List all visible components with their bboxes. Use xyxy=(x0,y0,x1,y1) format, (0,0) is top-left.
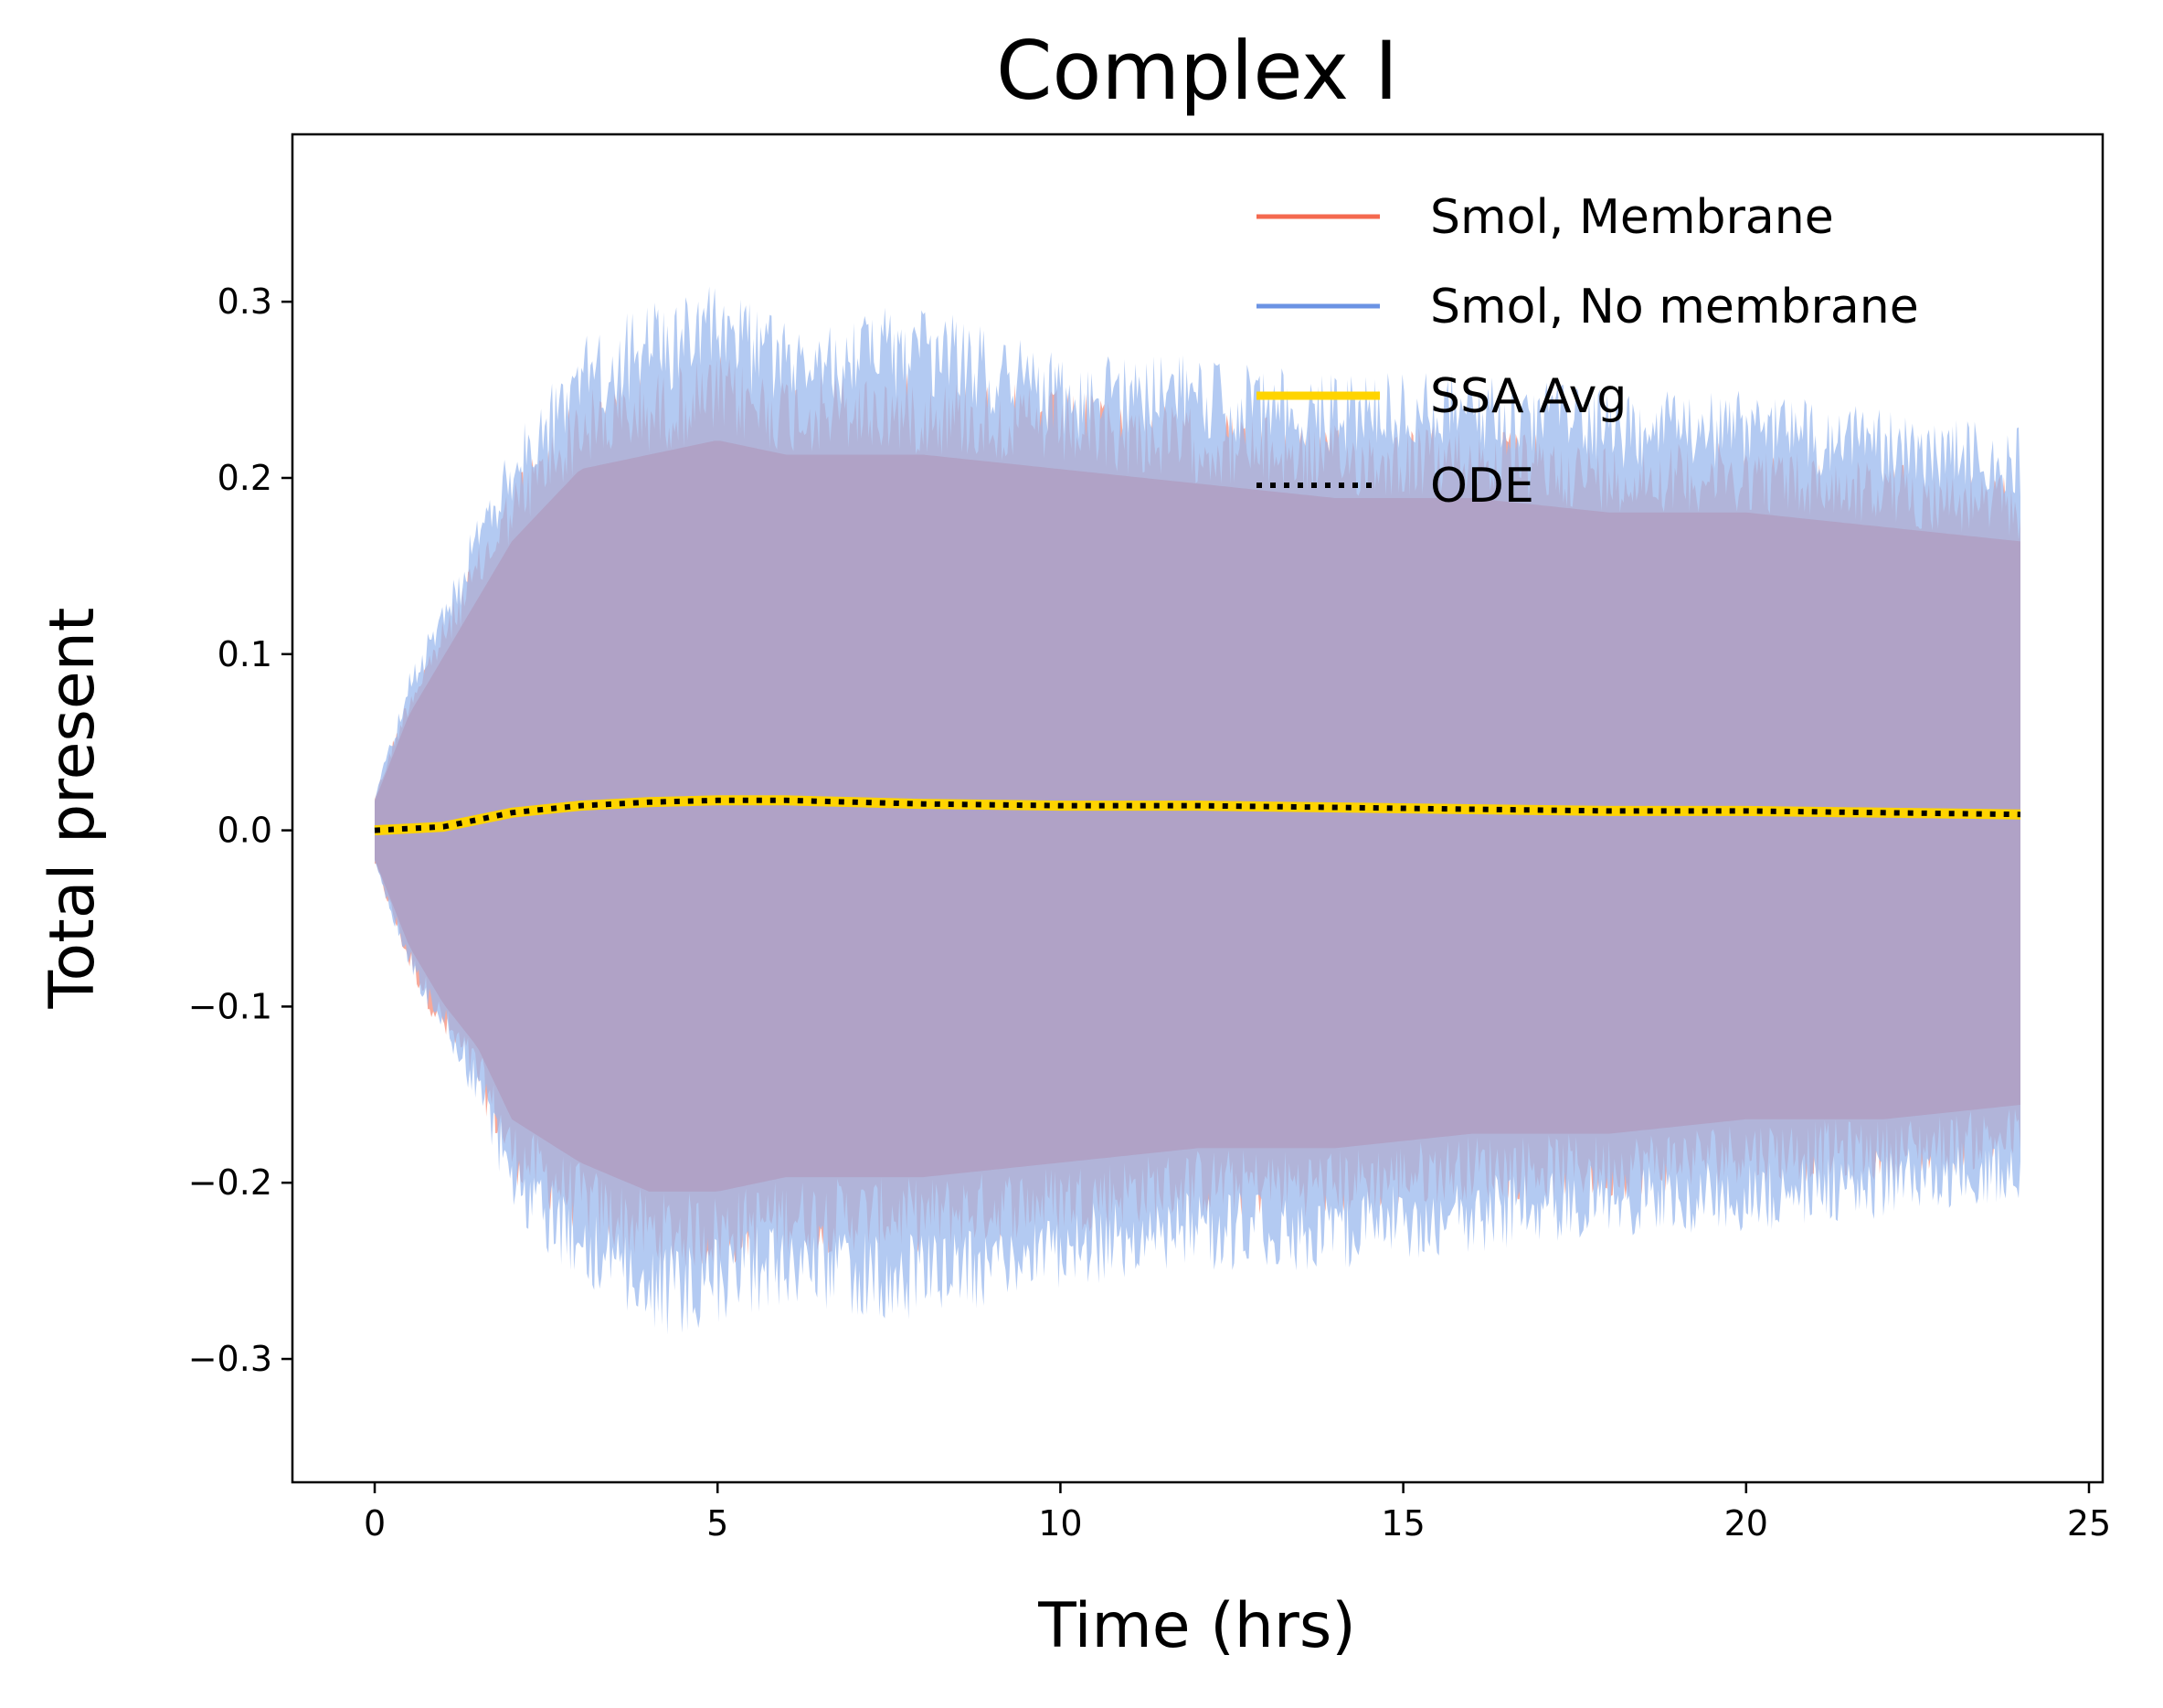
legend: Smol, Membrane Smol, No membrane SSA Avg OD… xyxy=(1256,190,1919,514)
legend-label: ODE xyxy=(1430,459,1534,514)
chart-title: Complex I xyxy=(996,24,1398,118)
x-tick-label: 10 xyxy=(1038,1503,1082,1544)
y-tick-label: 0.3 xyxy=(217,281,272,322)
x-axis-label: Time (hrs) xyxy=(1037,1590,1356,1662)
y-tick-label: 0.0 xyxy=(217,811,272,851)
axes-frame xyxy=(291,133,2105,1484)
x-tick-label: 15 xyxy=(1381,1503,1425,1544)
y-tick-label: −0.3 xyxy=(188,1339,272,1379)
x-tick-label: 5 xyxy=(706,1503,728,1544)
legend-label: SSA Avg xyxy=(1430,369,1627,424)
y-tick-label: −0.2 xyxy=(188,1162,272,1203)
x-tick-label: 20 xyxy=(1724,1503,1768,1544)
y-tick-label: 0.2 xyxy=(217,458,272,498)
series-ode xyxy=(374,797,2021,833)
y-axis-label: Total present xyxy=(37,608,109,1010)
legend-label: Smol, No membrane xyxy=(1430,280,1919,334)
y-tick-label: 0.1 xyxy=(217,634,272,674)
x-tick-label: 25 xyxy=(2067,1503,2111,1544)
band-overlap xyxy=(375,440,2020,1192)
lines-layer xyxy=(374,795,2021,836)
x-ticks: 0 5 10 15 20 25 xyxy=(364,1482,2111,1544)
x-tick-label: 0 xyxy=(364,1503,386,1544)
y-ticks: −0.3 −0.2 −0.1 0.0 0.1 0.2 0.3 xyxy=(188,281,292,1379)
y-tick-label: −0.1 xyxy=(188,986,272,1026)
plot-area xyxy=(374,286,2021,1335)
legend-label: Smol, Membrane xyxy=(1430,190,1834,245)
